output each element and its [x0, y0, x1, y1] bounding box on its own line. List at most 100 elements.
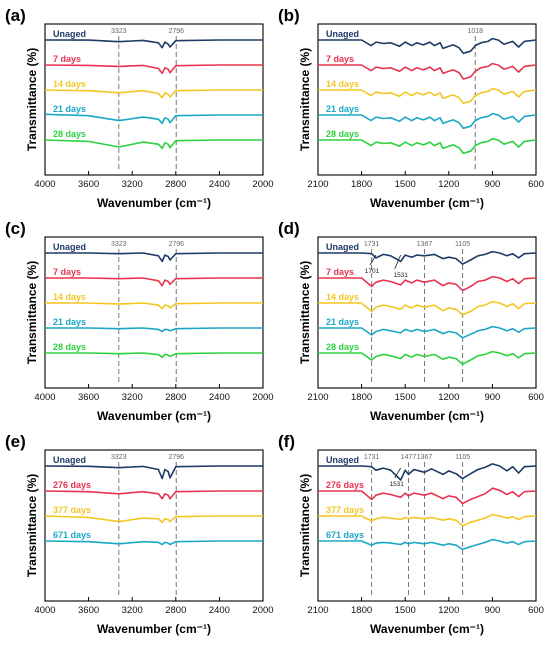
x-tick-label: 1800: [351, 392, 372, 403]
x-tick-label: 3200: [122, 179, 143, 190]
x-tick-label: 3200: [122, 605, 143, 616]
series-label: 14 days: [53, 292, 86, 302]
x-tick-label: 2400: [209, 392, 230, 403]
panel-label: (b): [278, 6, 300, 25]
plot-frame: [317, 449, 537, 602]
series-line: [318, 275, 537, 292]
series-line: [318, 538, 537, 551]
panel-e: (e) 4000 3600 3200 2800 2400 2000 Wavenumber (c…: [5, 432, 274, 636]
panel-label: (a): [5, 6, 26, 25]
x-tick-label: 1200: [438, 179, 459, 190]
x-tick-label: 600: [528, 179, 544, 190]
series-label: 377 days: [326, 505, 364, 515]
series-line: [44, 515, 263, 524]
series-label: Unaged: [326, 29, 359, 39]
series-label: 21 days: [53, 104, 86, 114]
x-tick-label: 4000: [34, 179, 55, 190]
series-label: 21 days: [326, 317, 359, 327]
plot-frame: [317, 23, 537, 176]
x-tick-label: 1500: [395, 179, 416, 190]
peak-annotation-label: 1531: [393, 272, 408, 279]
x-tick-label: 2000: [252, 179, 273, 190]
reference-line-label: 1018: [467, 28, 483, 35]
panel-label: (c): [5, 219, 26, 238]
x-axis-title: Wavenumber (cm⁻¹): [97, 409, 211, 423]
series-label: Unaged: [53, 29, 86, 39]
reference-line-label: 2796: [168, 28, 184, 35]
series-label: Unaged: [326, 455, 359, 465]
series-label: 21 days: [53, 317, 86, 327]
series-label: 28 days: [53, 342, 86, 352]
x-tick-label: 2800: [165, 179, 186, 190]
series-label: 28 days: [53, 129, 86, 139]
series-line: [318, 463, 537, 481]
x-tick-label: 3200: [122, 392, 143, 403]
x-axis-title: Wavenumber (cm⁻¹): [370, 409, 484, 423]
peak-annotation-label: 1701: [365, 268, 380, 275]
x-tick-label: 2800: [165, 392, 186, 403]
series-line: [318, 62, 537, 80]
reference-line-label: 1731: [364, 241, 380, 248]
series-label: 21 days: [326, 104, 359, 114]
x-tick-label: 2400: [209, 179, 230, 190]
y-axis-title: Transmittance (%): [298, 48, 312, 151]
series-line: [44, 540, 263, 546]
series-label: 276 days: [53, 480, 91, 490]
plot-frame: [317, 236, 537, 389]
y-axis-title: Transmittance (%): [25, 261, 39, 364]
series-label: 377 days: [53, 505, 91, 515]
peak-annotation-arrow: [394, 254, 402, 270]
panel-b: (b) 2100 1800 1500 1200 900 600 Wavenumber (cm⁻…: [278, 6, 544, 210]
series-label: 276 days: [326, 480, 364, 490]
series-label: 7 days: [53, 267, 81, 277]
series-line: [45, 302, 263, 310]
series-line: [318, 513, 537, 527]
series-line: [318, 112, 537, 130]
x-tick-label: 3600: [78, 392, 99, 403]
series-line: [318, 37, 537, 55]
series-line: [44, 465, 263, 480]
reference-line-label: 2796: [168, 241, 184, 248]
x-tick-label: 2800: [165, 605, 186, 616]
series-line: [318, 137, 537, 155]
x-tick-label: 600: [528, 605, 544, 616]
x-tick-label: 1500: [395, 605, 416, 616]
series-line: [44, 89, 263, 99]
series-label: 14 days: [326, 292, 359, 302]
series-line: [45, 252, 263, 263]
series-label: 28 days: [326, 342, 359, 352]
series-label: Unaged: [53, 242, 86, 252]
panel-c: (c) 4000 3600 3200 2800 2400 2000 Wavenumber (c…: [5, 219, 274, 423]
series-label: 671 days: [326, 530, 364, 540]
series-line: [45, 277, 263, 287]
reference-line-label: 1477: [401, 454, 417, 461]
series-line: [44, 39, 263, 49]
reference-line-label: 3323: [111, 454, 127, 461]
x-axis-title: Wavenumber (cm⁻¹): [97, 622, 211, 636]
series-line: [44, 490, 263, 500]
series-line: [45, 327, 263, 333]
x-tick-label: 900: [484, 605, 500, 616]
panel-label: (f): [278, 432, 295, 451]
series-label: 28 days: [326, 129, 359, 139]
y-axis-title: Transmittance (%): [25, 48, 39, 151]
x-tick-label: 2100: [307, 179, 328, 190]
panel-label: (e): [5, 432, 26, 451]
series-line: [44, 139, 263, 150]
x-tick-label: 1200: [438, 392, 459, 403]
plot-frame: [44, 236, 264, 389]
reference-line-label: 1731: [364, 454, 380, 461]
series-label: 14 days: [326, 79, 359, 89]
x-tick-label: 1800: [351, 179, 372, 190]
series-line: [45, 352, 263, 358]
x-axis-title: Wavenumber (cm⁻¹): [370, 622, 484, 636]
y-axis-title: Transmittance (%): [298, 474, 312, 577]
x-tick-label: 1800: [351, 605, 372, 616]
x-tick-label: 900: [484, 179, 500, 190]
x-tick-label: 900: [484, 392, 500, 403]
series-line: [318, 250, 537, 265]
series-line: [318, 325, 537, 339]
x-tick-label: 1200: [438, 605, 459, 616]
y-axis-title: Transmittance (%): [298, 261, 312, 364]
x-axis-title: Wavenumber (cm⁻¹): [370, 196, 484, 210]
